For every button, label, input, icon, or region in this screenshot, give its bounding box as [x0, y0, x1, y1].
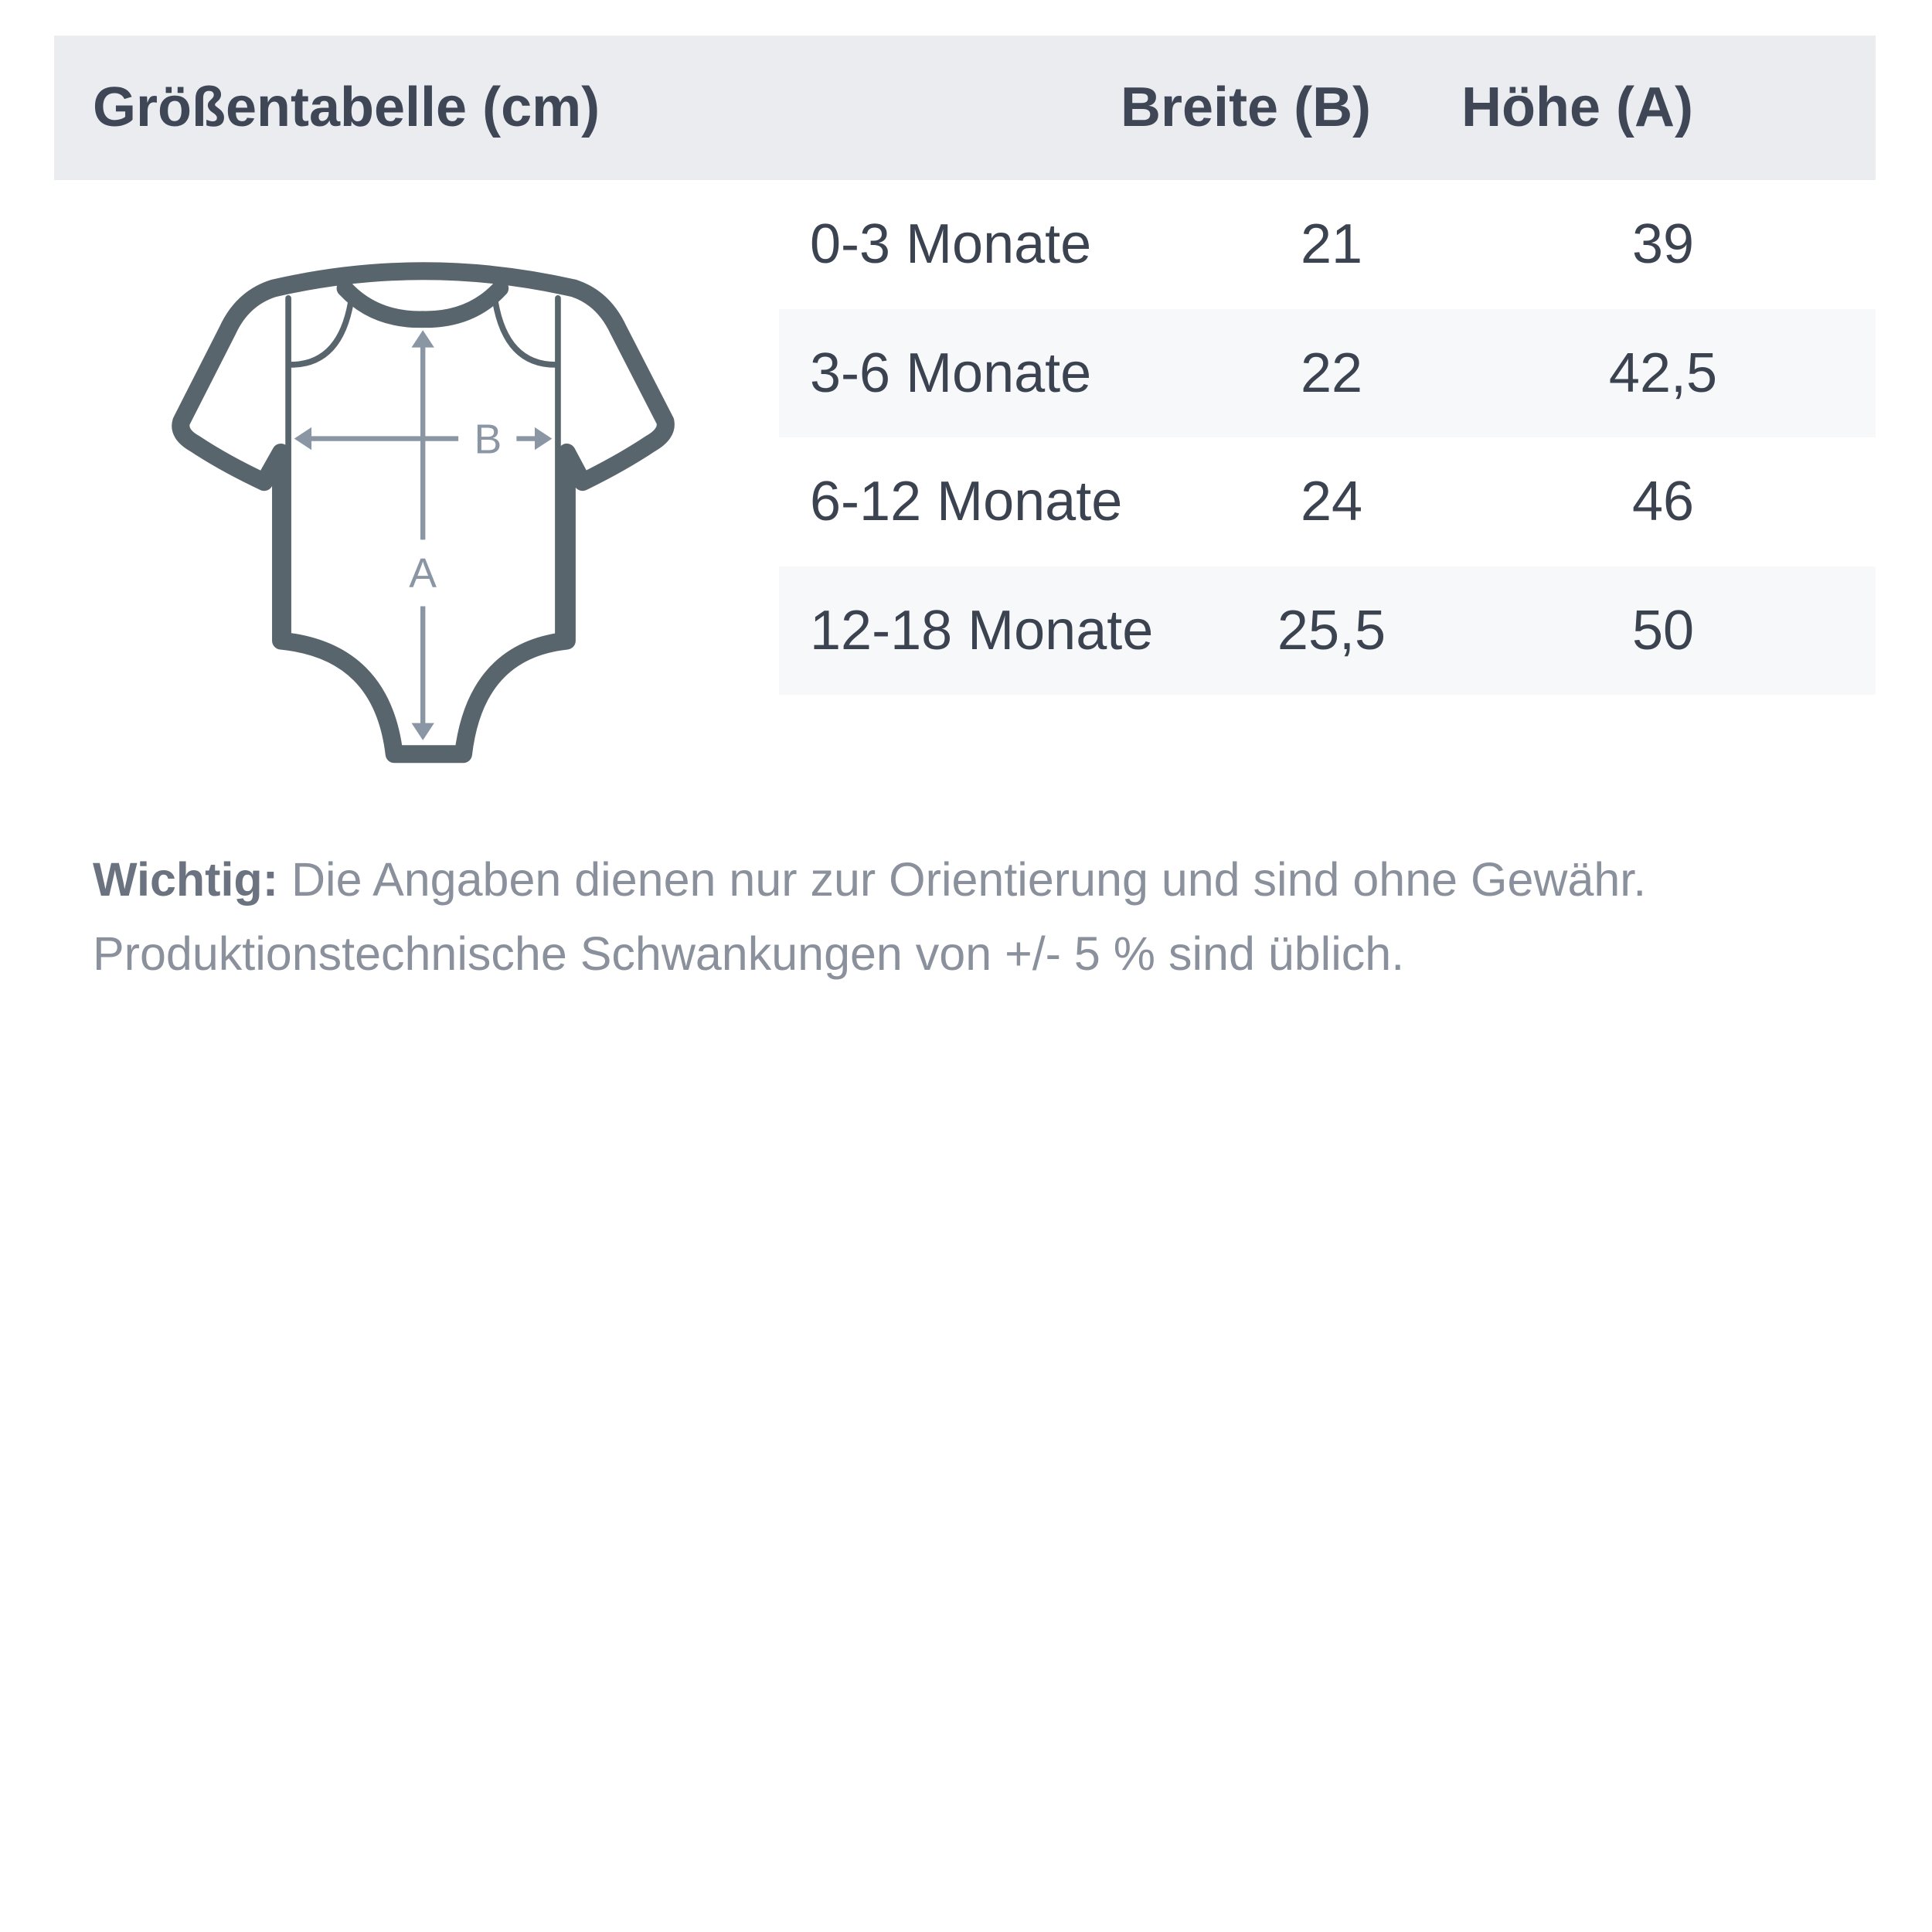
width-cell: 24	[1300, 471, 1363, 532]
size-cell: 0-3 Monate	[810, 213, 1092, 275]
size-cell: 6-12 Monate	[810, 471, 1123, 532]
seam-right	[492, 295, 561, 639]
column-header-height: Höhe (A)	[1461, 77, 1693, 138]
table-row: 0-3 Monate 21 39	[779, 180, 1876, 308]
note-text: Die Angaben dienen nur zur Orientierung …	[93, 853, 1647, 980]
arrow-right-icon	[534, 427, 553, 451]
arrow-up-icon	[411, 330, 434, 348]
height-cell: 42,5	[1608, 342, 1718, 404]
bodysuit-outline	[172, 262, 675, 764]
seam-left	[285, 295, 354, 639]
width-cell: 25,5	[1277, 600, 1386, 662]
collar	[336, 280, 509, 328]
size-cell: 3-6 Monate	[810, 342, 1092, 404]
label-b: B	[474, 417, 502, 463]
table-row: 6-12 Monate 24 46	[779, 437, 1876, 566]
height-cell: 46	[1631, 471, 1695, 532]
page-title: Größentabelle (cm)	[93, 77, 600, 138]
table-row: 3-6 Monate 22 42,5	[779, 309, 1876, 437]
label-a: A	[409, 551, 437, 597]
column-header-width: Breite (B)	[1121, 77, 1372, 138]
size-cell: 12-18 Monate	[810, 600, 1154, 662]
baby-bodysuit-icon: B A	[172, 262, 675, 764]
table-header: Größentabelle (cm) Breite (B) Höhe (A)	[54, 36, 1876, 180]
height-cell: 39	[1631, 213, 1695, 275]
arrow-down-icon	[411, 723, 434, 740]
width-cell: 22	[1300, 342, 1363, 404]
note-bold-label: Wichtig:	[93, 853, 279, 906]
height-cell: 50	[1631, 600, 1695, 662]
disclaimer-note: Wichtig: Die Angaben dienen nur zur Orie…	[93, 842, 1870, 991]
width-cell: 21	[1300, 213, 1363, 275]
arrow-left-icon	[294, 427, 312, 451]
table-row: 12-18 Monate 25,5 50	[779, 566, 1876, 695]
